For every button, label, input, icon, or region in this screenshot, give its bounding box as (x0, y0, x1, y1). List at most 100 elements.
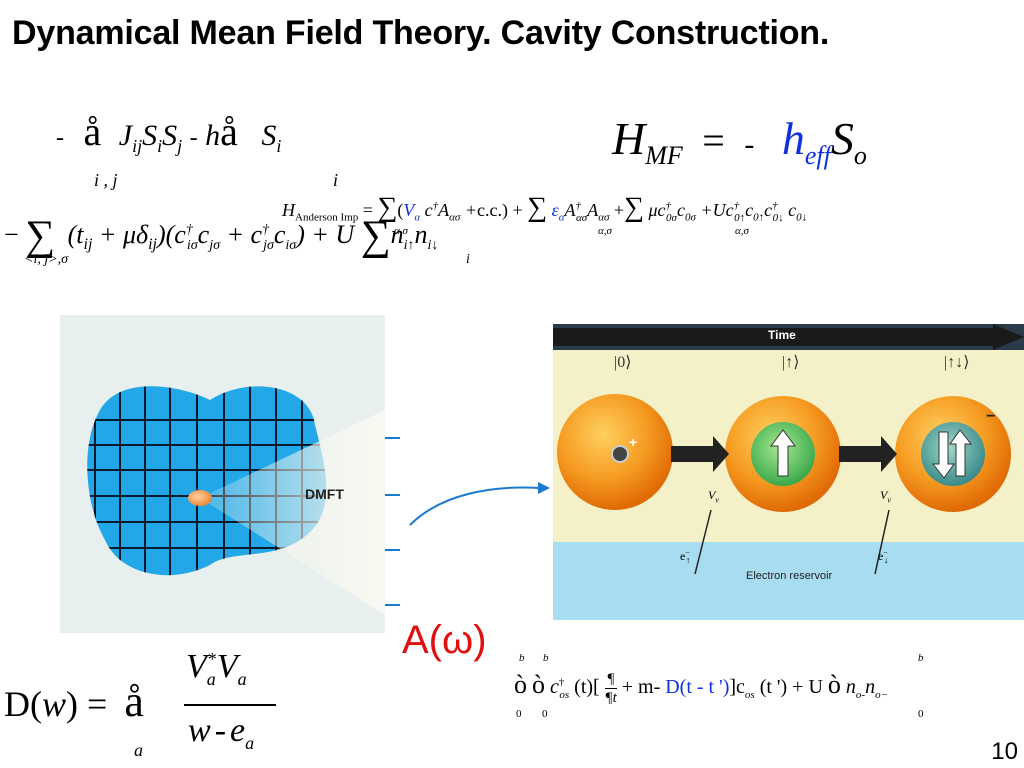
sum-symbol: ∑ (377, 192, 398, 223)
reservoir-band (553, 542, 1024, 620)
slide-number: 10 (991, 738, 1018, 765)
integral-upper-limit: b (918, 652, 924, 664)
spin-subscript: o (853, 141, 867, 171)
field-symbol: h (205, 119, 221, 152)
spin-subscript: i (276, 136, 282, 156)
plus-charge: + (629, 434, 638, 450)
hybridization-symbol: V (403, 200, 415, 220)
lattice-figure (60, 315, 385, 633)
integral-symbol: ò (827, 670, 841, 700)
minus-sign: - (189, 125, 198, 151)
time-label: Time (768, 328, 796, 342)
sum-symbol: å (220, 109, 238, 154)
impurity-chemical-term: μc (648, 200, 666, 220)
integral-lower-limit: 0 (918, 708, 924, 720)
sum-index: α,σ (735, 225, 749, 237)
sum-symbol: ∑ (25, 213, 56, 259)
connector-graphics (385, 437, 550, 606)
hybridization-line (694, 509, 712, 575)
effective-field-symbol: h (781, 113, 805, 164)
minus-charge: − (986, 408, 996, 425)
sum-index: α,σ (598, 225, 612, 237)
density-symbol: n (390, 220, 404, 249)
hybridization-subscript: α (414, 211, 421, 224)
integral-upper-limit: b (543, 652, 549, 664)
minus-sign: − (4, 220, 19, 249)
impurity-subscript: 0↓ (772, 211, 784, 224)
delta-subscript: ij (148, 236, 157, 254)
hubbard-equation: − ∑ (tij + μδij)(c†iσcjσ + c†jσciσ) + U … (4, 213, 439, 259)
impurity-subscript: 0↓ (796, 211, 808, 224)
fraction-bar (184, 704, 276, 706)
coupling-symbol: J (118, 119, 133, 152)
hybridization-term: D(t - t ') (665, 676, 730, 699)
reservoir-label: Electron reservoir (746, 570, 833, 582)
doublon (921, 422, 985, 486)
impurity-interaction-term: +Uc (700, 200, 734, 220)
density-subscript: i↑ (403, 238, 415, 254)
derivative-fraction: ¶ ¶t (604, 671, 617, 706)
conjugate-term: c.c.) + (477, 200, 523, 220)
up-arrow-icon (949, 429, 973, 477)
operator-term: )(c (156, 220, 186, 249)
integral-upper-limit: b (519, 652, 525, 664)
density-symbol: n (414, 220, 428, 249)
hybridization-label: Vv (708, 488, 719, 505)
electron-label: e−↓ (878, 548, 889, 566)
spin-subscript: i (157, 136, 163, 156)
down-arrow-icon (931, 431, 955, 479)
state-label-empty: |0⟩ (614, 354, 632, 371)
state-label-double: |↑↓⟩ (944, 354, 970, 371)
hamiltonian-subscript: Anderson Imp (295, 211, 359, 224)
spin-symbol: S (162, 119, 178, 152)
sum-index: i (466, 252, 470, 267)
cavity-cone (200, 410, 385, 615)
hopping-subscript: ij (83, 236, 93, 254)
up-arrow-icon (770, 429, 796, 477)
coupling-subscript: ij (132, 136, 143, 156)
dagger: † (185, 222, 193, 238)
spin-symbol: S (261, 119, 277, 152)
density-subscript: i↓ (427, 238, 439, 254)
lattice-illustration (60, 315, 385, 633)
electron-label: e−↑ (680, 548, 691, 566)
impurity-site (188, 490, 212, 506)
effective-field-subscript: eff (804, 141, 831, 171)
integral-symbol: ò (532, 670, 545, 700)
ising-equation: - å JijSiSj - hå Si (56, 108, 281, 157)
sum-index: i , j (94, 170, 118, 190)
process-illustration (553, 324, 1024, 620)
hamiltonian-symbol: H (612, 113, 646, 164)
spin-symbol: S (830, 113, 854, 164)
anderson-equation: HAnderson Imp = ∑(Vα c†Aασ +c.c.) + ∑ εα… (282, 192, 808, 224)
equals-sign: = (358, 200, 378, 220)
hopping-term: (t (67, 220, 84, 249)
hole-dot (611, 445, 629, 463)
sum-symbol: ∑ (527, 192, 548, 223)
minus-sign: - (744, 128, 755, 161)
equals-sign: = (702, 118, 725, 163)
hybridization-line (874, 509, 890, 575)
spin-subscript: j (177, 136, 183, 156)
sum-index: α,σ (394, 225, 408, 237)
hamiltonian-subscript: MF (645, 141, 683, 171)
impurity-action-equation: ò ò c†os (t)[ ¶ ¶t + m- D(t - t ')]cos (… (514, 670, 889, 706)
delta-symbol: D (4, 684, 30, 724)
bath-operator: A (564, 200, 576, 220)
hybridization-label: Vv (880, 488, 891, 505)
integral-symbol: ò (514, 670, 527, 700)
fraction-denominator: w - ea (188, 712, 255, 753)
state-label-up: |↑⟩ (782, 354, 800, 371)
spectral-function-label: A(ω) (402, 618, 487, 662)
bath-subscript: ασ (598, 211, 610, 224)
sum-index: a (134, 740, 143, 760)
bath-energy-subscript: α (558, 211, 565, 224)
spin-symbol: S (142, 119, 158, 152)
impurity-process-figure (553, 324, 1024, 620)
sum-symbol: å (83, 109, 102, 154)
hamiltonian-symbol: H (282, 200, 295, 220)
dmft-label: DMFT (305, 486, 344, 502)
operator-subscript: iσ (186, 238, 198, 254)
bath-subscript: ασ (575, 211, 588, 224)
mapping-arrow (409, 486, 541, 526)
